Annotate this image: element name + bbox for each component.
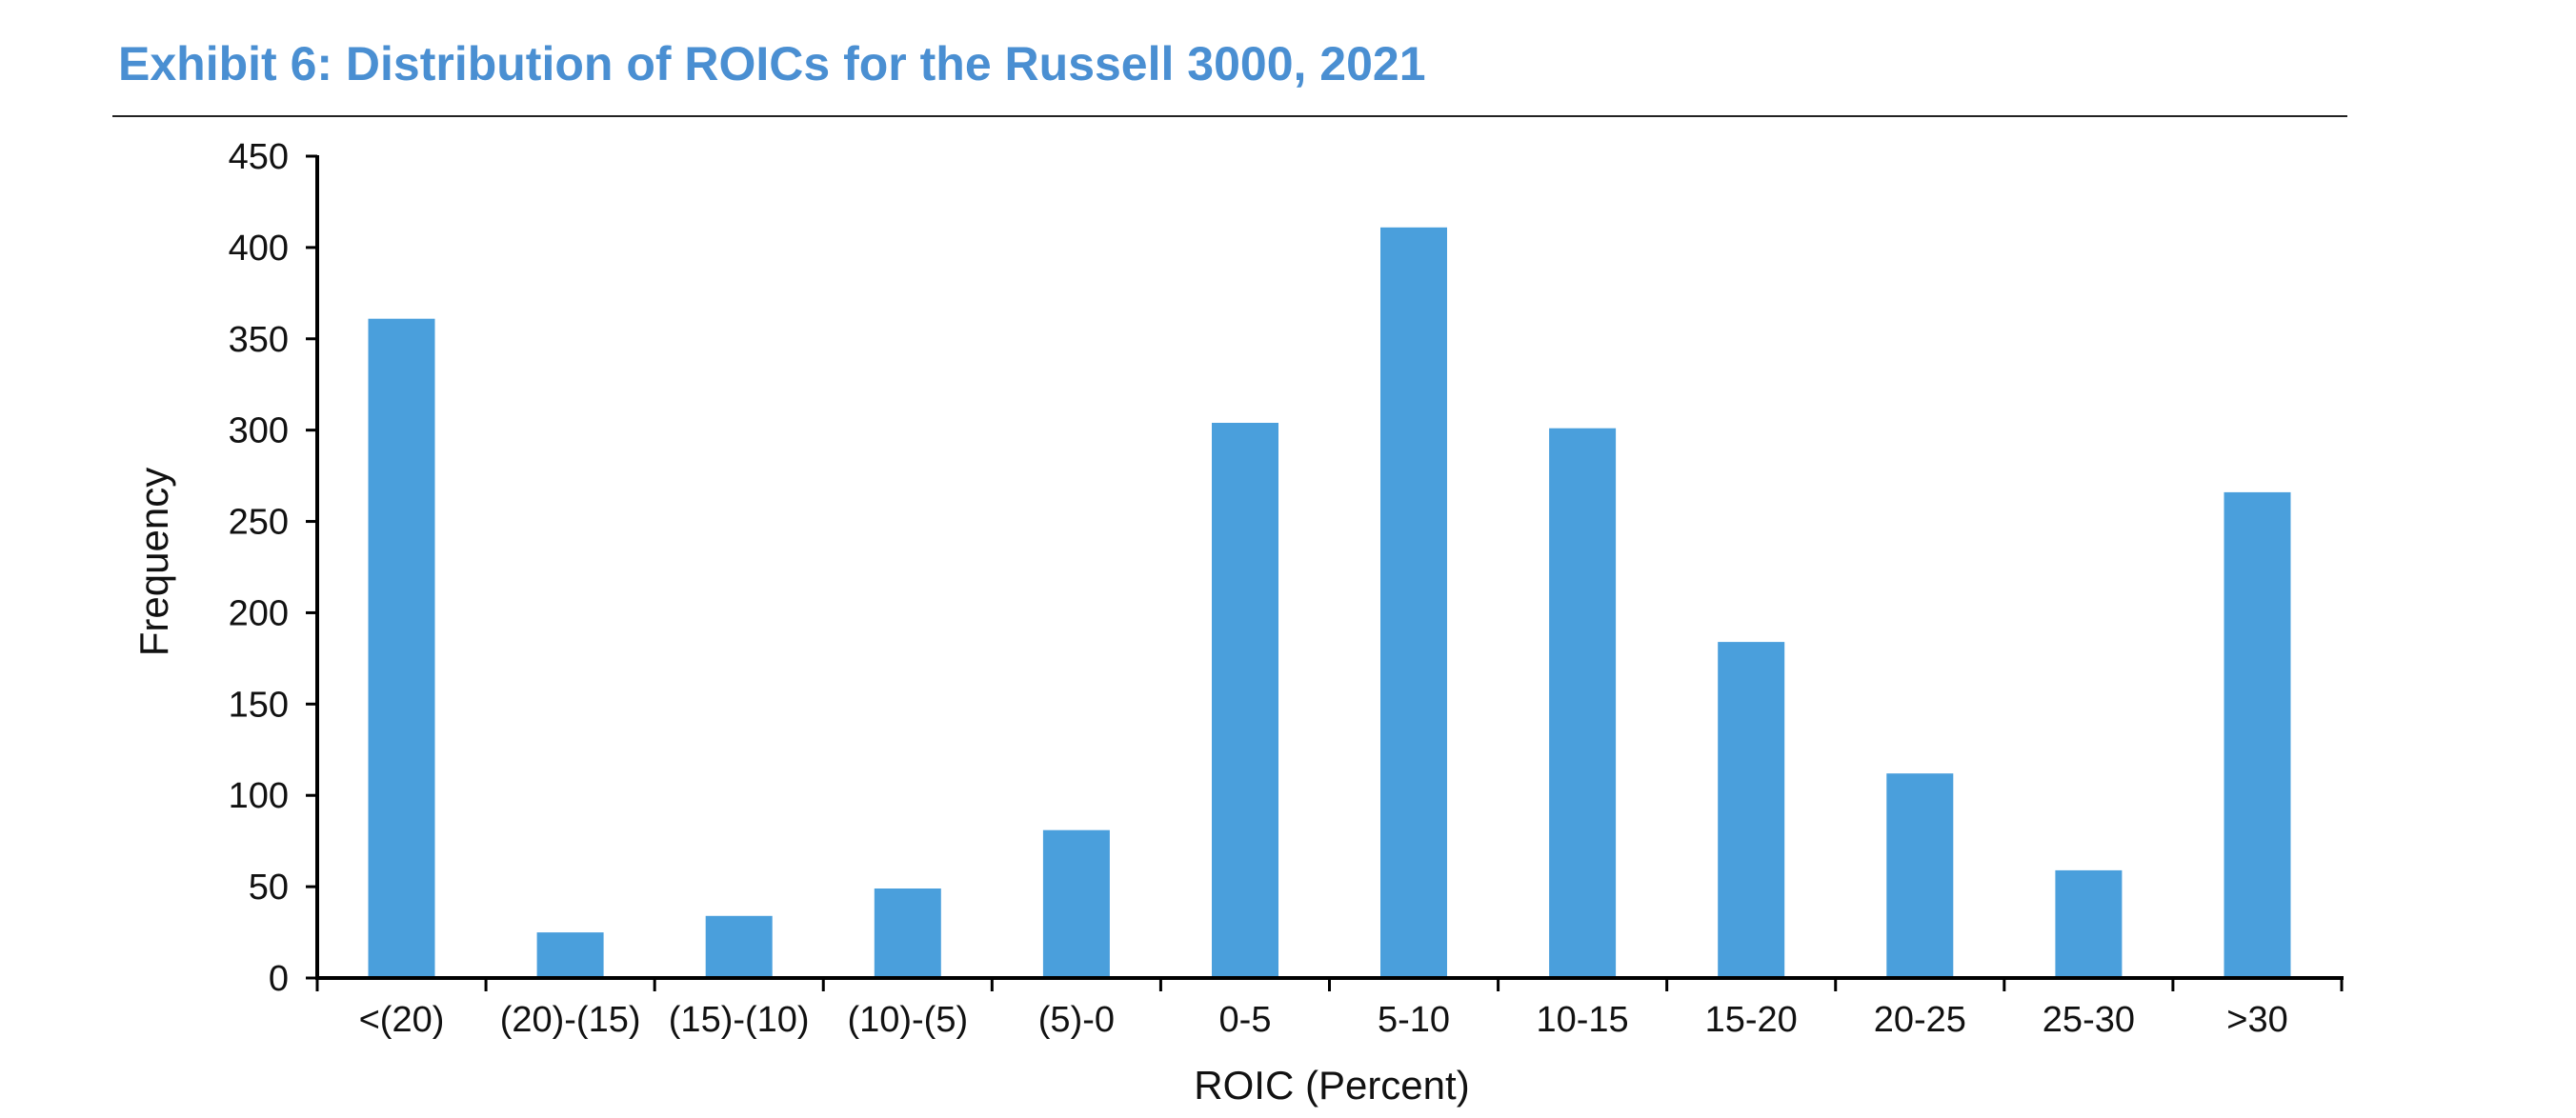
chart-title: Exhibit 6: Distribution of ROICs for the… — [118, 37, 1426, 90]
bar-12 — [2224, 491, 2291, 978]
y-axis-title: Frequency — [131, 468, 176, 656]
bar-7 — [1380, 227, 1447, 979]
bar-2 — [536, 932, 604, 978]
x-tick-label-5-0: (5)-0 — [1038, 1000, 1115, 1040]
bar-5 — [1042, 829, 1110, 978]
labels-layer: 0 50 100 150 200 250 300 350 400 450 <(20) (20)-(15… — [229, 137, 2288, 1040]
bar-11 — [2055, 869, 2123, 978]
y-tick-label-0: 0 — [269, 959, 289, 999]
x-tick-label-15-10: (15)-(10) — [669, 1000, 810, 1040]
bar-8 — [1549, 428, 1617, 978]
bar-4 — [874, 888, 941, 978]
y-tick-label-200: 200 — [229, 593, 289, 633]
x-tick-label-0-5: 0-5 — [1219, 1000, 1272, 1040]
bar-6 — [1212, 423, 1278, 978]
x-tick-label-5-10: 5-10 — [1378, 1000, 1450, 1040]
bars-layer — [368, 227, 2291, 979]
x-tick-label-30: >30 — [2226, 1000, 2287, 1040]
y-tick-label-150: 150 — [229, 685, 289, 725]
bar-10 — [1886, 773, 1954, 978]
x-tick-label-20-15: (20)-(15) — [500, 1000, 641, 1040]
y-tick-label-250: 250 — [229, 503, 289, 543]
x-tick-label-20: <(20) — [359, 1000, 445, 1040]
y-tick-label-450: 450 — [229, 137, 289, 177]
y-tick-label-400: 400 — [229, 229, 289, 269]
x-axis-title: ROIC (Percent) — [1194, 1063, 1469, 1108]
y-tick-label-300: 300 — [229, 411, 289, 451]
y-tick-label-350: 350 — [229, 320, 289, 360]
axes-layer — [306, 154, 2344, 991]
bar-9 — [1718, 642, 1785, 978]
bar-1 — [368, 318, 435, 978]
title-divider — [112, 115, 2347, 117]
x-tick-label-15-20: 15-20 — [1705, 1000, 1798, 1040]
x-tick-label-10-15: 10-15 — [1536, 1000, 1628, 1040]
x-tick-label-10-5: (10)-(5) — [847, 1000, 968, 1040]
x-tick-label-25-30: 25-30 — [2043, 1000, 2135, 1040]
y-tick-label-50: 50 — [249, 868, 289, 908]
bar-3 — [705, 915, 773, 978]
x-tick-label-20-25: 20-25 — [1874, 1000, 1966, 1040]
y-tick-label-100: 100 — [229, 776, 289, 816]
